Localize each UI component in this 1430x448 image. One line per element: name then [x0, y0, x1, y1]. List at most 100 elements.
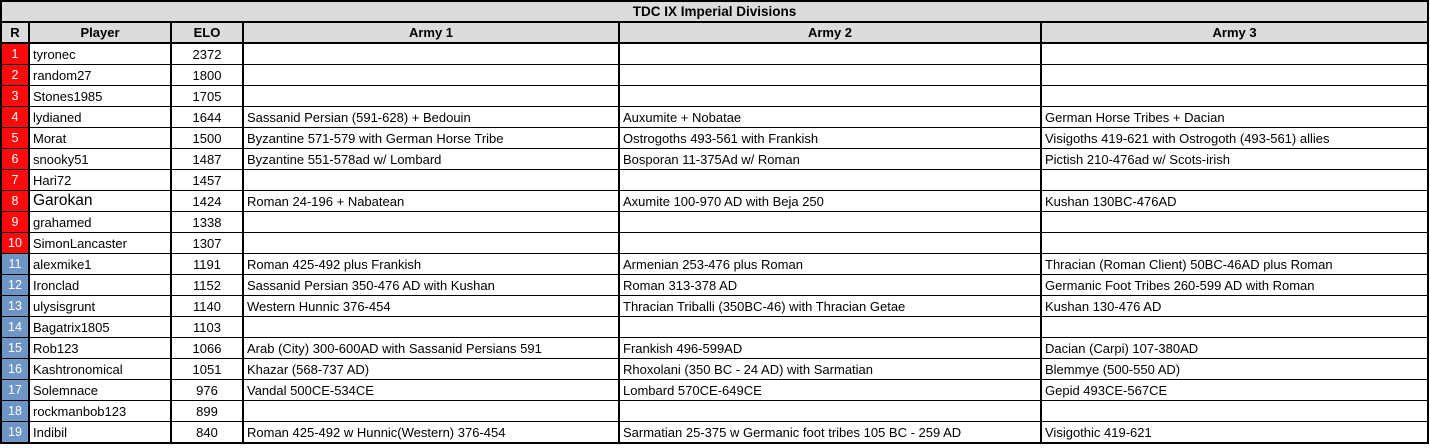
player-cell[interactable]: Ironclad [28, 274, 172, 296]
player-cell[interactable]: Bagatrix1805 [28, 316, 172, 338]
player-cell[interactable]: random27 [28, 64, 172, 86]
army2-cell[interactable]: Roman 313-378 AD [618, 274, 1042, 296]
army2-cell[interactable]: Armenian 253-476 plus Roman [618, 253, 1042, 275]
rank-cell[interactable]: 16 [0, 358, 30, 380]
elo-cell[interactable]: 1457 [170, 169, 244, 191]
elo-cell[interactable]: 1051 [170, 358, 244, 380]
column-header-army1[interactable]: Army 1 [242, 21, 620, 44]
army3-cell[interactable]: Visigothic 419-621 [1039, 421, 1430, 444]
army3-cell[interactable]: Dacian (Carpi) 107-380AD [1039, 337, 1430, 359]
elo-cell[interactable]: 1487 [170, 148, 244, 170]
army2-cell[interactable]: Frankish 496-599AD [618, 337, 1042, 359]
army2-cell[interactable]: Ostrogoths 493-561 with Frankish [618, 127, 1042, 149]
rank-cell[interactable]: 6 [0, 148, 30, 170]
army3-cell[interactable] [1039, 400, 1430, 422]
player-cell[interactable]: Indibil [28, 421, 172, 444]
army1-cell[interactable] [242, 42, 620, 65]
army3-cell[interactable]: Kushan 130BC-476AD [1039, 190, 1430, 212]
army3-cell[interactable]: Kushan 130-476 AD [1039, 295, 1430, 317]
rank-cell[interactable]: 2 [0, 64, 30, 86]
army1-cell[interactable]: Arab (City) 300-600AD with Sassanid Pers… [242, 337, 620, 359]
army2-cell[interactable] [618, 211, 1042, 233]
army3-cell[interactable] [1039, 64, 1430, 86]
army1-cell[interactable] [242, 316, 620, 338]
elo-cell[interactable]: 1338 [170, 211, 244, 233]
army3-cell[interactable]: Blemmye (500-550 AD) [1039, 358, 1430, 380]
rank-cell[interactable]: 3 [0, 85, 30, 107]
elo-cell[interactable]: 840 [170, 421, 244, 444]
rank-cell[interactable]: 4 [0, 106, 30, 128]
army2-cell[interactable] [618, 316, 1042, 338]
player-cell[interactable]: tyronec [28, 42, 172, 65]
player-cell[interactable]: Stones1985 [28, 85, 172, 107]
rank-cell[interactable]: 7 [0, 169, 30, 191]
column-header-army2[interactable]: Army 2 [618, 21, 1042, 44]
rank-cell[interactable]: 5 [0, 127, 30, 149]
army1-cell[interactable] [242, 211, 620, 233]
rank-cell[interactable]: 18 [0, 400, 30, 422]
army3-cell[interactable]: Visigoths 419-621 with Ostrogoth (493-56… [1039, 127, 1430, 149]
army2-cell[interactable]: Axumite 100-970 AD with Beja 250 [618, 190, 1042, 212]
army3-cell[interactable]: Germanic Foot Tribes 260-599 AD with Rom… [1039, 274, 1430, 296]
player-cell[interactable]: rockmanbob123 [28, 400, 172, 422]
elo-cell[interactable]: 976 [170, 379, 244, 401]
army3-cell[interactable]: Thracian (Roman Client) 50BC-46AD plus R… [1039, 253, 1430, 275]
elo-cell[interactable]: 1140 [170, 295, 244, 317]
army2-cell[interactable] [618, 232, 1042, 254]
army1-cell[interactable]: Roman 425-492 plus Frankish [242, 253, 620, 275]
army1-cell[interactable]: Byzantine 571-579 with German Horse Trib… [242, 127, 620, 149]
army2-cell[interactable] [618, 42, 1042, 65]
rank-cell[interactable]: 19 [0, 421, 30, 444]
rank-cell[interactable]: 15 [0, 337, 30, 359]
elo-cell[interactable]: 899 [170, 400, 244, 422]
army2-cell[interactable] [618, 400, 1042, 422]
column-header-rank[interactable]: R [0, 21, 30, 44]
elo-cell[interactable]: 1424 [170, 190, 244, 212]
army3-cell[interactable] [1039, 42, 1430, 65]
army3-cell[interactable] [1039, 232, 1430, 254]
elo-cell[interactable]: 1705 [170, 85, 244, 107]
rank-cell[interactable]: 13 [0, 295, 30, 317]
army1-cell[interactable] [242, 64, 620, 86]
rank-cell[interactable]: 11 [0, 253, 30, 275]
army2-cell[interactable]: Lombard 570CE-649CE [618, 379, 1042, 401]
player-cell[interactable]: Garokan [28, 190, 172, 212]
player-cell[interactable]: Kashtronomical [28, 358, 172, 380]
elo-cell[interactable]: 1191 [170, 253, 244, 275]
player-cell[interactable]: lydianed [28, 106, 172, 128]
army1-cell[interactable]: Roman 425-492 w Hunnic(Western) 376-454 [242, 421, 620, 444]
army2-cell[interactable]: Rhoxolani (350 BC - 24 AD) with Sarmatia… [618, 358, 1042, 380]
player-cell[interactable]: ulysisgrunt [28, 295, 172, 317]
army1-cell[interactable] [242, 400, 620, 422]
elo-cell[interactable]: 1103 [170, 316, 244, 338]
army3-cell[interactable]: German Horse Tribes + Dacian [1039, 106, 1430, 128]
army1-cell[interactable]: Roman 24-196 + Nabatean [242, 190, 620, 212]
army3-cell[interactable] [1039, 169, 1430, 191]
player-cell[interactable]: Morat [28, 127, 172, 149]
elo-cell[interactable]: 1307 [170, 232, 244, 254]
army2-cell[interactable] [618, 85, 1042, 107]
army1-cell[interactable]: Sassanid Persian (591-628) + Bedouin [242, 106, 620, 128]
army2-cell[interactable]: Bosporan 11-375Ad w/ Roman [618, 148, 1042, 170]
player-cell[interactable]: Solemnace [28, 379, 172, 401]
rank-cell[interactable]: 1 [0, 42, 30, 65]
elo-cell[interactable]: 1644 [170, 106, 244, 128]
army3-cell[interactable]: Gepid 493CE-567CE [1039, 379, 1430, 401]
army2-cell[interactable] [618, 64, 1042, 86]
player-cell[interactable]: grahamed [28, 211, 172, 233]
army1-cell[interactable] [242, 232, 620, 254]
rank-cell[interactable]: 12 [0, 274, 30, 296]
army1-cell[interactable]: Western Hunnic 376-454 [242, 295, 620, 317]
player-cell[interactable]: snooky51 [28, 148, 172, 170]
player-cell[interactable]: alexmike1 [28, 253, 172, 275]
elo-cell[interactable]: 1500 [170, 127, 244, 149]
army3-cell[interactable] [1039, 316, 1430, 338]
player-cell[interactable]: SimonLancaster [28, 232, 172, 254]
army2-cell[interactable]: Thracian Triballi (350BC-46) with Thraci… [618, 295, 1042, 317]
army1-cell[interactable]: Sassanid Persian 350-476 AD with Kushan [242, 274, 620, 296]
rank-cell[interactable]: 17 [0, 379, 30, 401]
army1-cell[interactable] [242, 85, 620, 107]
rank-cell[interactable]: 9 [0, 211, 30, 233]
army2-cell[interactable] [618, 169, 1042, 191]
player-cell[interactable]: Hari72 [28, 169, 172, 191]
